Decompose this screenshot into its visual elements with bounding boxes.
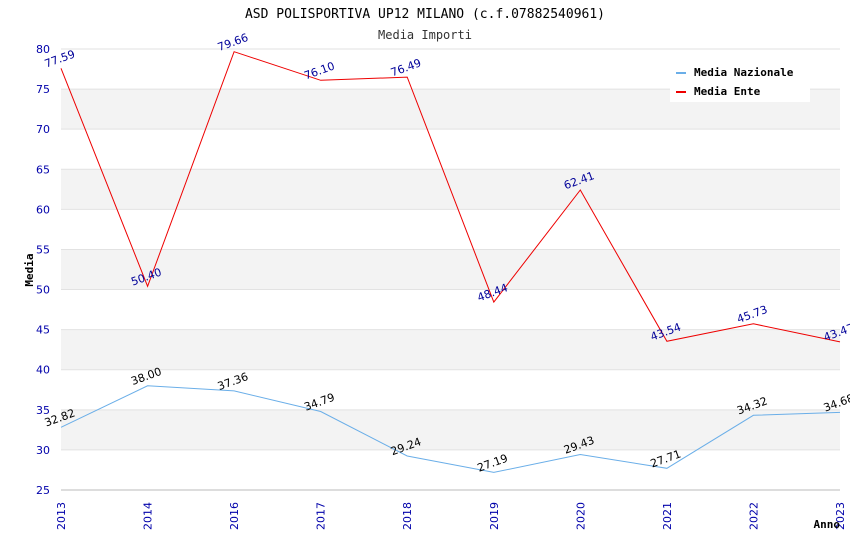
point-label: 76.10 bbox=[302, 59, 336, 82]
point-label: 45.73 bbox=[735, 303, 769, 326]
y-tick-label: 25 bbox=[36, 484, 50, 497]
legend-label: Media Ente bbox=[694, 85, 761, 98]
point-label: 79.66 bbox=[216, 31, 250, 54]
y-axis-title: Media bbox=[23, 253, 36, 286]
y-tick-label: 70 bbox=[36, 123, 50, 136]
x-tick-label: 2021 bbox=[661, 502, 674, 530]
grid-bands bbox=[61, 89, 840, 450]
y-tick-label: 75 bbox=[36, 83, 50, 96]
y-tick-label: 35 bbox=[36, 404, 50, 417]
x-tick-label: 2018 bbox=[401, 502, 414, 530]
legend-background bbox=[670, 60, 810, 102]
series-line-media-nazionale bbox=[60, 385, 841, 473]
y-tick-label: 50 bbox=[36, 284, 50, 297]
point-label: 37.36 bbox=[216, 370, 250, 393]
x-tick-label: 2016 bbox=[228, 502, 241, 530]
y-tick-label: 65 bbox=[36, 163, 50, 176]
grid-band bbox=[61, 249, 840, 290]
x-axis-title: Anno bbox=[814, 518, 841, 531]
grid-band bbox=[61, 329, 840, 370]
x-tick-label: 2019 bbox=[488, 502, 501, 530]
x-tick-label: 2017 bbox=[315, 502, 328, 530]
legend-label: Media Nazionale bbox=[694, 66, 794, 79]
x-tick-label: 2022 bbox=[747, 502, 760, 530]
y-tick-label: 40 bbox=[36, 364, 50, 377]
x-tick-label: 2020 bbox=[574, 502, 587, 530]
legend: Media Nazionale Media Ente bbox=[670, 60, 810, 102]
y-tick-label: 55 bbox=[36, 243, 50, 256]
x-tick-label: 2013 bbox=[55, 502, 68, 530]
x-axis-ticks: 2013 2014 2016 2017 2018 2019 2020 2021 2022 2023 bbox=[55, 502, 847, 530]
y-tick-label: 80 bbox=[36, 43, 50, 56]
y-axis-ticks: 25 30 35 40 45 50 55 60 65 70 75 80 bbox=[36, 43, 50, 497]
x-tick-label: 2023 bbox=[834, 502, 847, 530]
series-line-media-ente bbox=[60, 51, 841, 343]
y-tick-label: 45 bbox=[36, 324, 50, 337]
point-label: 27.71 bbox=[649, 447, 683, 470]
y-tick-label: 60 bbox=[36, 203, 50, 216]
chart-title: ASD POLISPORTIVA UP12 MILANO (c.f.078825… bbox=[245, 7, 605, 22]
series-layer bbox=[60, 51, 841, 473]
grid-lines bbox=[61, 48, 840, 491]
grid-band bbox=[61, 409, 840, 450]
x-tick-label: 2014 bbox=[142, 502, 155, 530]
point-label: 27.19 bbox=[476, 452, 510, 475]
y-tick-label: 30 bbox=[36, 444, 50, 457]
chart-subtitle: Media Importi bbox=[378, 28, 472, 42]
point-label: 76.49 bbox=[389, 56, 423, 79]
